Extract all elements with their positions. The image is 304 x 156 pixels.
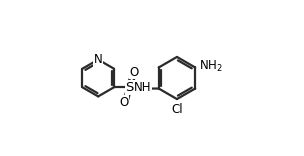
Text: NH: NH — [134, 81, 152, 95]
Text: O: O — [120, 96, 129, 109]
Text: NH$_2$: NH$_2$ — [199, 59, 223, 74]
Text: O: O — [130, 66, 139, 79]
Text: Cl: Cl — [171, 103, 183, 116]
Text: N: N — [94, 53, 102, 66]
Text: S: S — [126, 81, 134, 94]
